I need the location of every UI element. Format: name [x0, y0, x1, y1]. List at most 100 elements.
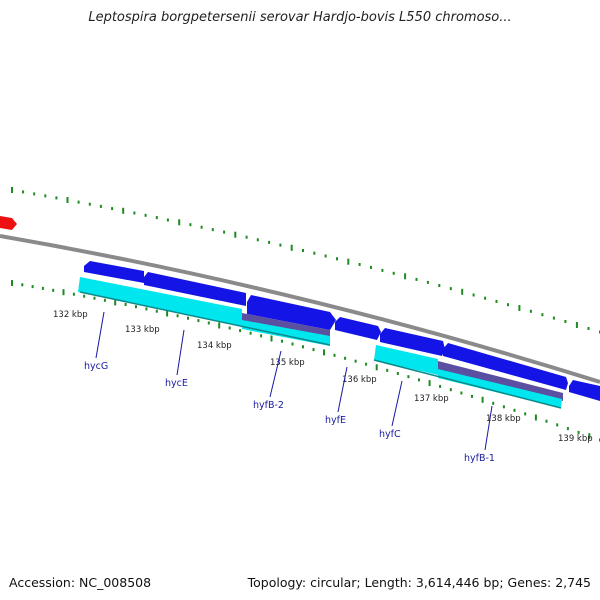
label-leader	[484, 405, 493, 451]
outer-tick	[122, 207, 125, 214]
gene-labels: hycG hycE hyfB-2 hyfE hyfC hyfB-1	[84, 311, 495, 464]
map-title: Leptospira borgpetersenii serovar Hardjo…	[88, 10, 512, 25]
inner-tick	[239, 329, 242, 333]
gene-band[interactable]	[374, 345, 438, 375]
inner-tick	[344, 356, 347, 360]
inner-tick	[545, 419, 548, 423]
outer-tick-track	[11, 187, 600, 334]
outer-tick	[133, 211, 136, 215]
outer-tick	[404, 273, 407, 280]
inner-tick	[375, 364, 378, 371]
outer-tick	[507, 303, 509, 307]
gene-band[interactable]	[438, 369, 562, 408]
outer-tick	[370, 265, 372, 269]
inner-tick	[291, 342, 294, 346]
tick-label: 137 kbp	[414, 394, 449, 404]
gene-label-hycg[interactable]: hycG	[84, 361, 108, 372]
outer-tick	[564, 320, 567, 323]
inner-tick	[124, 303, 127, 306]
gene-label-hyfb-1[interactable]: hyfB-1	[464, 453, 495, 464]
outer-tick	[324, 254, 327, 258]
outer-tick	[11, 187, 13, 193]
ruler: 132 kbp 133 kbp 134 kbp 135 kbp 136 kbp …	[53, 310, 593, 444]
gene-band[interactable]	[78, 277, 242, 326]
tick-label: 133 kbp	[125, 325, 160, 335]
inner-tick	[396, 372, 399, 375]
inner-tick	[176, 314, 179, 318]
cds-arrow[interactable]	[569, 380, 600, 401]
backbone-line	[0, 234, 600, 384]
tick-label: 138 kbp	[486, 414, 521, 424]
label-leader	[95, 311, 105, 359]
inner-tick	[418, 378, 420, 382]
outer-tick	[495, 299, 498, 303]
outer-tick	[575, 322, 578, 328]
outer-tick	[166, 218, 169, 222]
outer-tick	[552, 316, 555, 320]
inner-tick	[145, 307, 148, 311]
inner-tick	[270, 335, 273, 342]
inner-tick	[481, 396, 484, 403]
inner-tick	[228, 326, 231, 330]
outer-tick	[66, 197, 69, 203]
outer-tick	[392, 271, 395, 275]
cds-arrow[interactable]	[335, 317, 381, 340]
inner-tick	[471, 394, 473, 398]
outer-tick	[268, 240, 271, 244]
outer-tick	[77, 200, 80, 204]
gene-label-hyfe[interactable]: hyfE	[325, 415, 346, 426]
cds-arrow[interactable]	[380, 328, 445, 356]
gene-band[interactable]	[242, 320, 330, 346]
cds-arrow[interactable]	[144, 272, 246, 306]
gene-band-edge	[373, 359, 562, 409]
outer-tick	[313, 251, 316, 255]
inner-tick	[323, 349, 325, 356]
outer-tick	[358, 263, 361, 266]
gene-band-edge	[79, 291, 331, 346]
gene-label-hyce[interactable]: hycE	[165, 378, 188, 389]
inner-tick	[166, 310, 169, 317]
inner-tick	[492, 401, 495, 405]
inner-tick	[187, 316, 189, 320]
inner-tick	[333, 353, 336, 357]
inner-tick	[502, 405, 505, 409]
gene-band-dark[interactable]	[438, 361, 563, 401]
cds-arrow[interactable]	[247, 295, 336, 330]
outer-tick	[189, 223, 192, 227]
cds-arrow[interactable]	[84, 261, 144, 283]
cds-arrow[interactable]	[443, 343, 568, 390]
inner-tick	[386, 368, 389, 372]
outer-tick	[55, 196, 58, 200]
inner-tick	[62, 289, 65, 296]
outer-tick	[99, 204, 102, 208]
outer-tick	[302, 249, 304, 252]
gene-label-hyfb-2[interactable]: hyfB-2	[253, 400, 284, 411]
topology-summary-text: Topology: circular; Length: 3,614,446 bp…	[247, 575, 591, 590]
red-feature-arrow[interactable]	[0, 216, 17, 230]
inner-tick	[21, 283, 24, 287]
inner-tick	[52, 288, 55, 292]
gene-label-hyfc[interactable]: hyfC	[379, 429, 401, 440]
outer-tick	[111, 207, 114, 211]
outer-tick	[426, 280, 429, 284]
inner-tick	[354, 359, 357, 363]
label-leader	[269, 350, 282, 398]
outer-tick	[381, 268, 384, 272]
inner-tick	[588, 433, 591, 440]
accession-text: Accession: NC_008508	[9, 575, 152, 590]
inner-tick	[534, 414, 537, 421]
tick-label: 139 kbp	[558, 434, 593, 444]
outer-tick	[347, 258, 350, 265]
inner-tick	[439, 384, 442, 388]
outer-tick	[144, 213, 147, 217]
inner-tick	[93, 296, 96, 300]
inner-tick	[428, 380, 431, 387]
outer-tick	[336, 257, 338, 261]
tick-label: 132 kbp	[53, 310, 88, 320]
tick-label: 136 kbp	[342, 375, 377, 385]
outer-tick	[449, 287, 452, 291]
outer-tick	[290, 244, 293, 251]
inner-tick	[312, 348, 315, 352]
inner-tick	[41, 286, 44, 290]
inner-tick	[72, 292, 75, 296]
